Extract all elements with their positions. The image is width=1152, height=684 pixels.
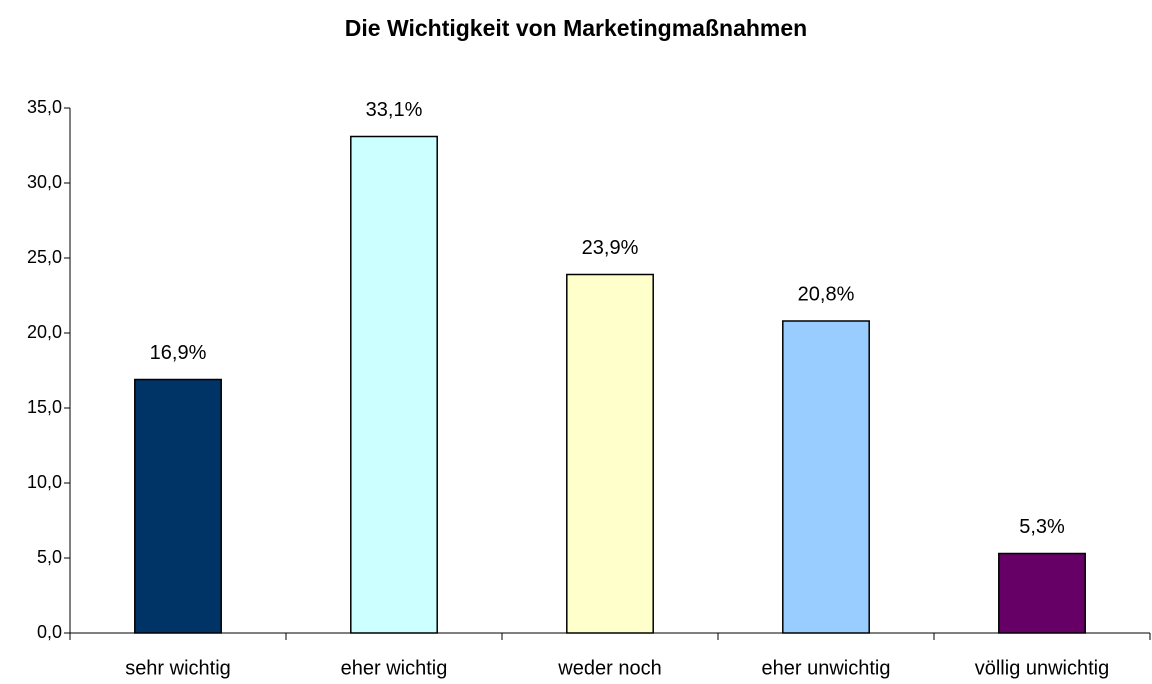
y-tick-label: 35,0 — [27, 97, 62, 117]
data-label: 5,3% — [1019, 516, 1065, 538]
y-tick-label: 15,0 — [27, 397, 62, 417]
y-tick-label: 25,0 — [27, 247, 62, 267]
data-label: 33,1% — [366, 99, 423, 121]
x-tick-label: sehr wichtig — [125, 657, 231, 679]
bar — [566, 273, 654, 634]
bar — [134, 378, 222, 634]
y-tick-label: 30,0 — [27, 172, 62, 192]
bar — [350, 135, 438, 634]
x-tick-label: eher wichtig — [341, 657, 448, 679]
bar — [782, 320, 870, 634]
chart-title: Die Wichtigkeit von Marketingmaßnahmen — [345, 15, 807, 41]
data-label: 20,8% — [798, 283, 855, 305]
y-tick-label: 0,0 — [37, 622, 62, 642]
y-tick-label: 5,0 — [37, 547, 62, 567]
data-label: 23,9% — [582, 237, 639, 259]
x-tick-label: weder noch — [557, 657, 661, 679]
y-tick-label: 20,0 — [27, 322, 62, 342]
bar — [998, 552, 1086, 634]
y-tick-label: 10,0 — [27, 472, 62, 492]
x-tick-label: völlig unwichtig — [975, 657, 1110, 679]
data-label: 16,9% — [150, 342, 207, 364]
x-tick-label: eher unwichtig — [762, 657, 891, 679]
